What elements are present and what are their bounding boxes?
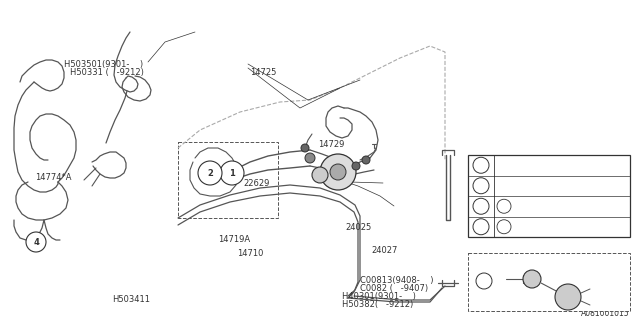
- Text: 2: 2: [207, 169, 213, 178]
- Circle shape: [523, 270, 541, 288]
- Circle shape: [220, 161, 244, 185]
- Circle shape: [305, 153, 315, 163]
- Circle shape: [198, 161, 222, 185]
- Text: 22629: 22629: [243, 179, 269, 188]
- Text: B: B: [502, 224, 506, 229]
- Bar: [178, 142, 278, 218]
- Text: D91005: D91005: [500, 181, 528, 190]
- Circle shape: [312, 167, 328, 183]
- Text: H503411: H503411: [112, 295, 150, 304]
- Text: 14729: 14729: [318, 140, 344, 149]
- Text: 1: 1: [229, 169, 235, 178]
- Text: 1: 1: [478, 161, 484, 170]
- Circle shape: [473, 157, 489, 173]
- Text: B: B: [502, 204, 506, 209]
- Text: H50331 (   -9212): H50331 ( -9212): [70, 68, 144, 77]
- Text: 14734: 14734: [541, 259, 567, 268]
- Text: C0082 (   -9407): C0082 ( -9407): [360, 284, 428, 292]
- Text: 14719A: 14719A: [218, 235, 250, 244]
- Text: 3: 3: [481, 276, 486, 285]
- Circle shape: [473, 198, 489, 214]
- Circle shape: [476, 273, 492, 289]
- Text: C00813(9408-    ): C00813(9408- ): [360, 276, 433, 285]
- Circle shape: [473, 219, 489, 235]
- Text: 3: 3: [478, 202, 484, 211]
- Circle shape: [497, 199, 511, 213]
- Text: 14733: 14733: [541, 302, 567, 311]
- Circle shape: [473, 178, 489, 194]
- Text: 01040816G(1 ): 01040816G(1 ): [514, 222, 574, 231]
- Circle shape: [352, 162, 360, 170]
- Text: H50382(   -9212): H50382( -9212): [342, 300, 413, 309]
- Text: 14725: 14725: [250, 68, 276, 77]
- Text: 4: 4: [33, 237, 39, 246]
- Circle shape: [362, 156, 370, 164]
- Circle shape: [555, 284, 581, 310]
- Circle shape: [330, 164, 346, 180]
- Text: 4: 4: [478, 222, 484, 231]
- Circle shape: [497, 220, 511, 234]
- Text: A50632: A50632: [586, 278, 618, 287]
- Text: 24027: 24027: [371, 246, 397, 255]
- Text: 14774*A: 14774*A: [35, 173, 72, 182]
- Text: A081001015: A081001015: [581, 309, 630, 318]
- Text: 14710: 14710: [237, 249, 263, 258]
- Circle shape: [320, 154, 356, 190]
- Bar: [468, 155, 630, 237]
- Circle shape: [26, 232, 46, 252]
- Text: 2: 2: [478, 181, 484, 190]
- Text: 11024: 11024: [500, 161, 523, 170]
- Bar: [468, 253, 630, 311]
- Text: H40301(9301-    ): H40301(9301- ): [342, 292, 416, 301]
- Text: H503501(9301-    ): H503501(9301- ): [64, 60, 143, 69]
- Circle shape: [301, 144, 309, 152]
- Text: 24025: 24025: [346, 223, 372, 232]
- Text: 01130616A(1 ): 01130616A(1 ): [514, 202, 574, 211]
